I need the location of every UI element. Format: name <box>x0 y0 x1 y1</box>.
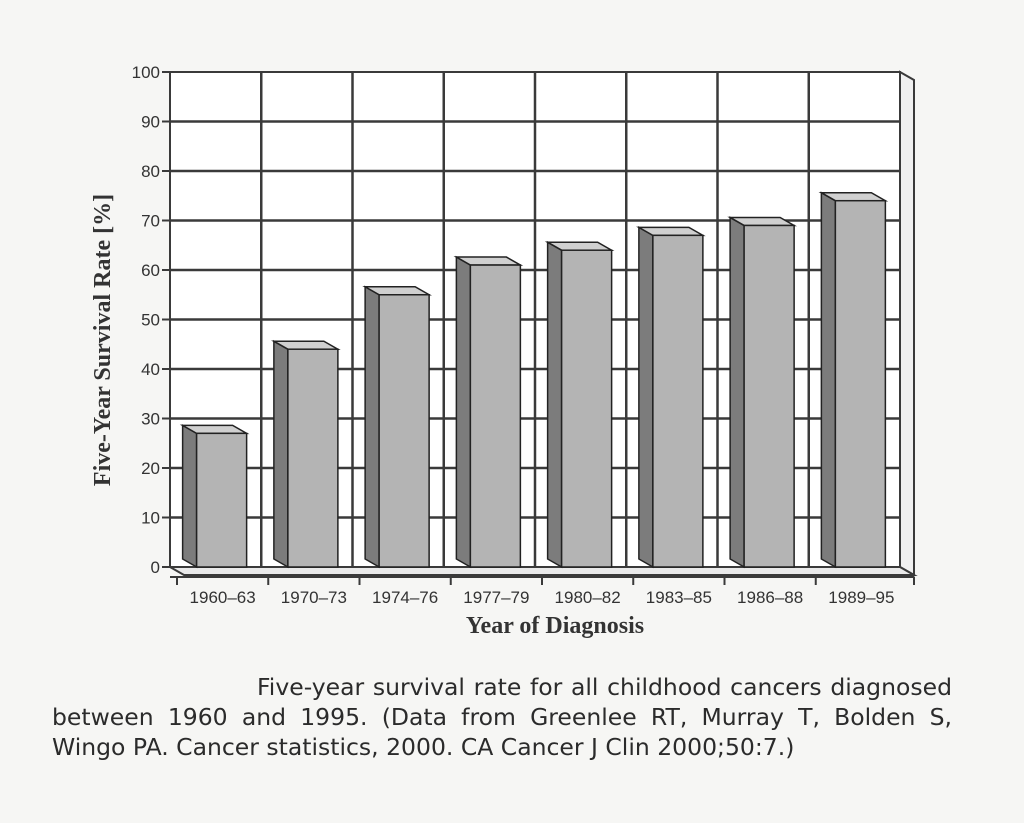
bar-side <box>181 424 198 569</box>
y-axis-title: Five-Year Survival Rate [%] <box>90 194 116 486</box>
bar <box>453 255 524 569</box>
bar-front <box>378 294 430 568</box>
bar-front <box>195 432 248 568</box>
bar-side <box>820 191 837 569</box>
bar-side <box>546 240 563 569</box>
bar-chart: 0 10 20 30 40 50 60 70 80 90 100 1960–63 1970–73 1974… <box>90 63 918 639</box>
y-tick-label: 40 <box>141 360 160 379</box>
chart-side-wall <box>899 70 915 577</box>
bar-front <box>652 234 704 568</box>
figure-caption: Five-year survival rate for all childhoo… <box>52 673 952 761</box>
bar <box>636 226 706 569</box>
bar-side <box>638 226 654 569</box>
bar-side <box>364 285 380 569</box>
y-tick-label: 0 <box>151 558 160 577</box>
y-tick-label: 20 <box>141 459 160 478</box>
y-tick-label: 80 <box>141 162 160 181</box>
bar-front <box>287 348 339 568</box>
y-tick-label: 50 <box>141 311 160 330</box>
x-tick-label: 1980–82 <box>555 588 621 607</box>
x-tick-label: 1986–88 <box>737 588 803 607</box>
bars <box>179 191 889 569</box>
bar-front <box>834 199 887 568</box>
axes: 0 10 20 30 40 50 60 70 80 90 100 1960–63 1970–73 1974… <box>132 63 915 607</box>
y-tick-label: 30 <box>141 410 160 429</box>
x-tick-label: 1989–95 <box>828 588 894 607</box>
x-tick-label: 1977–79 <box>463 588 529 607</box>
x-tick-label: 1974–76 <box>372 588 438 607</box>
bar-side <box>455 255 472 569</box>
bar <box>271 339 341 569</box>
bar-front <box>560 249 613 568</box>
y-tick-label: 100 <box>132 63 160 82</box>
chart-floor <box>166 566 918 576</box>
bar <box>818 191 889 569</box>
bar <box>727 216 797 569</box>
y-tick-label: 70 <box>141 212 160 231</box>
x-tick-label: 1960–63 <box>190 588 256 607</box>
bar <box>179 424 250 569</box>
bar-side <box>273 339 289 569</box>
y-tick-label: 60 <box>141 261 160 280</box>
bar-side <box>729 216 745 569</box>
x-axis-title: Year of Diagnosis <box>466 613 644 639</box>
bar <box>544 240 615 569</box>
bar <box>362 285 432 569</box>
y-tick-label: 10 <box>141 509 160 528</box>
x-tick-label: 1983–85 <box>646 588 712 607</box>
y-tick-label: 90 <box>141 113 160 132</box>
bar-front <box>469 264 522 568</box>
x-tick-label: 1970–73 <box>281 588 347 607</box>
bar-front <box>743 224 795 568</box>
